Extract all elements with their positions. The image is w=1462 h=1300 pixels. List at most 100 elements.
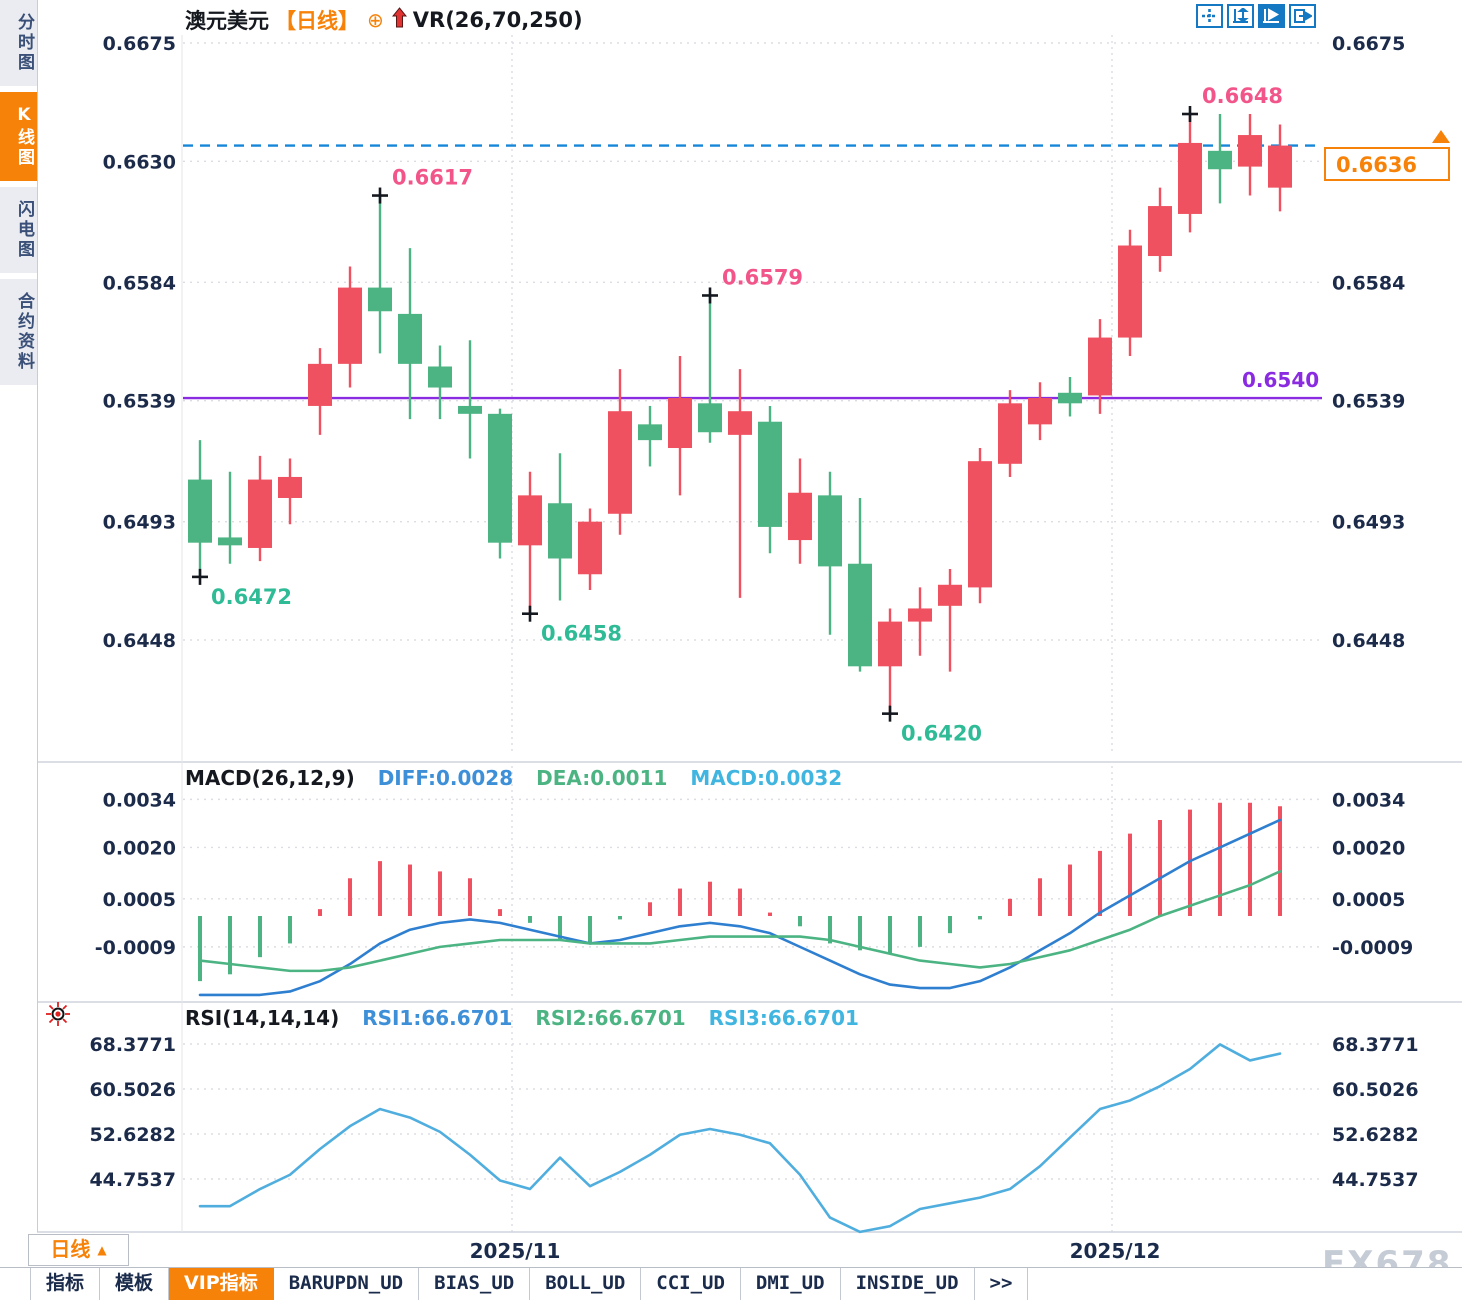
low-annotation: 0.6472 <box>211 585 292 609</box>
current-price-box: 0.6636 <box>1324 147 1450 181</box>
candle-body <box>1058 392 1082 404</box>
rsi3-value: RSI3:66.6701 <box>708 1006 859 1030</box>
svg-text:0.0005: 0.0005 <box>1332 889 1405 911</box>
snap-right-icon[interactable] <box>1289 4 1316 28</box>
tab-bias-ud[interactable]: BIAS_UD <box>419 1268 531 1300</box>
chart-toolbar <box>1196 4 1316 28</box>
macd-header: MACD(26,12,9) DIFF:0.0028 DEA:0.0011 MAC… <box>185 766 858 790</box>
candle-body <box>1148 206 1172 257</box>
low-annotation: 0.6420 <box>901 722 982 746</box>
svg-text:68.3771: 68.3771 <box>1332 1034 1419 1056</box>
candle-body <box>218 537 242 546</box>
candle-body <box>188 479 212 543</box>
period-selector-button[interactable]: 日线 ▲ <box>28 1234 129 1266</box>
macd-name: MACD(26,12,9) <box>185 766 355 790</box>
candle-body <box>278 476 302 498</box>
period-label: 【日线】 <box>275 9 359 33</box>
candle-body <box>308 363 332 406</box>
candle-body <box>1268 145 1292 188</box>
pan-icon[interactable] <box>1196 4 1223 28</box>
candle-body <box>788 492 812 541</box>
candle-body <box>998 403 1022 464</box>
candle-body <box>668 398 692 449</box>
chart-title: 澳元美元 【日线】 ⊕ VR(26,70,250) <box>185 5 583 35</box>
candle-body <box>638 424 662 441</box>
macd-diff-value: DIFF:0.0028 <box>377 766 514 790</box>
overlay-indicator-label: VR(26,70,250) <box>412 8 583 32</box>
macd-diff-line <box>198 818 1282 997</box>
sidebar-item-kline-chart[interactable]: K线图 <box>0 92 37 181</box>
tab-boll-ud[interactable]: BOLL_UD <box>530 1268 642 1300</box>
chart-canvas[interactable]: 0.6675 0.6630 0.6584 0.6539 0.6493 0.6448 0.66… <box>37 0 1462 1300</box>
svg-text:0.6630: 0.6630 <box>103 151 176 173</box>
x-axis-label-november: 2025/11 <box>469 1239 561 1263</box>
svg-text:0.6539: 0.6539 <box>1332 391 1405 413</box>
red-burst-icon[interactable] <box>45 1001 71 1031</box>
rsi-name: RSI(14,14,14) <box>185 1006 340 1030</box>
candle-body <box>818 495 842 567</box>
svg-text:44.7537: 44.7537 <box>89 1169 176 1191</box>
macd-dea-line <box>198 870 1282 973</box>
rsi-header: RSI(14,14,14) RSI1:66.6701 RSI2:66.6701 … <box>185 1006 875 1030</box>
svg-text:0.6448: 0.6448 <box>103 630 176 652</box>
svg-text:-0.0009: -0.0009 <box>95 937 176 959</box>
svg-text:0.6493: 0.6493 <box>1332 512 1405 534</box>
macd-macd-value: MACD:0.0032 <box>690 766 843 790</box>
tab-indicators[interactable]: 指标 <box>30 1268 101 1300</box>
tab-inside-ud[interactable]: INSIDE_UD <box>841 1268 975 1300</box>
rsi1-value: RSI1:66.6701 <box>362 1006 513 1030</box>
svg-text:0.6584: 0.6584 <box>103 272 176 294</box>
sidebar-item-timeline-chart[interactable]: 分时图 <box>0 0 37 86</box>
candle-body <box>1088 337 1112 396</box>
sidebar: 分时图 K线图 闪电图 合约资料 <box>0 0 38 1232</box>
tab-vip-indicators[interactable]: VIP指标 <box>169 1268 274 1300</box>
candle-body <box>338 287 362 364</box>
horizontal-line-label: 0.6540 <box>1242 368 1320 392</box>
axis-range-icon[interactable] <box>1227 4 1254 28</box>
sidebar-item-contract-info[interactable]: 合约资料 <box>0 279 37 385</box>
high-annotation: 0.6617 <box>392 166 473 190</box>
rsi-line <box>198 1043 1282 1234</box>
candle-body <box>398 313 422 364</box>
candle-body <box>1178 142 1202 214</box>
sidebar-item-flash-chart[interactable]: 闪电图 <box>0 187 37 273</box>
svg-text:0.0020: 0.0020 <box>103 837 176 859</box>
candle-body <box>458 405 482 414</box>
svg-text:0.6675: 0.6675 <box>1332 33 1405 55</box>
candle-body <box>1208 150 1232 170</box>
candle-body <box>608 411 632 514</box>
candle-body <box>848 563 872 667</box>
svg-text:0.6448: 0.6448 <box>1332 630 1405 652</box>
tab-cci-ud[interactable]: CCI_UD <box>641 1268 741 1300</box>
svg-text:52.6282: 52.6282 <box>1332 1124 1419 1146</box>
candle-body <box>698 403 722 433</box>
svg-text:0.0034: 0.0034 <box>1332 789 1405 811</box>
tab-templates[interactable]: 模板 <box>100 1268 170 1300</box>
rsi2-value: RSI2:66.6701 <box>535 1006 686 1030</box>
svg-text:60.5026: 60.5026 <box>1332 1079 1419 1101</box>
candle-body <box>248 479 272 548</box>
tab-dmi-ud[interactable]: DMI_UD <box>741 1268 841 1300</box>
period-up-triangle-icon: ▲ <box>97 1243 107 1257</box>
candle-body <box>758 421 782 527</box>
low-annotation: 0.6458 <box>541 622 622 646</box>
candle-body <box>1028 398 1052 425</box>
x-axis-label-december: 2025/12 <box>1069 1239 1161 1263</box>
candle-body <box>908 608 932 622</box>
svg-text:0.0020: 0.0020 <box>1332 837 1405 859</box>
crosshair-toggle-icon[interactable]: ⊕ <box>367 8 384 32</box>
tab-more[interactable]: >> <box>975 1268 1029 1300</box>
tab-barupdn-ud[interactable]: BARUPDN_UD <box>274 1268 420 1300</box>
svg-text:0.6539: 0.6539 <box>103 391 176 413</box>
auto-fit-icon[interactable] <box>1258 4 1285 28</box>
candle-body <box>878 621 902 667</box>
candle-body <box>488 413 512 543</box>
svg-text:0.0034: 0.0034 <box>103 789 176 811</box>
svg-text:68.3771: 68.3771 <box>89 1034 176 1056</box>
candle-body <box>368 287 392 312</box>
candle-body <box>548 503 572 559</box>
svg-text:0.0005: 0.0005 <box>103 889 176 911</box>
svg-text:-0.0009: -0.0009 <box>1332 937 1413 959</box>
candle-body <box>1118 245 1142 338</box>
